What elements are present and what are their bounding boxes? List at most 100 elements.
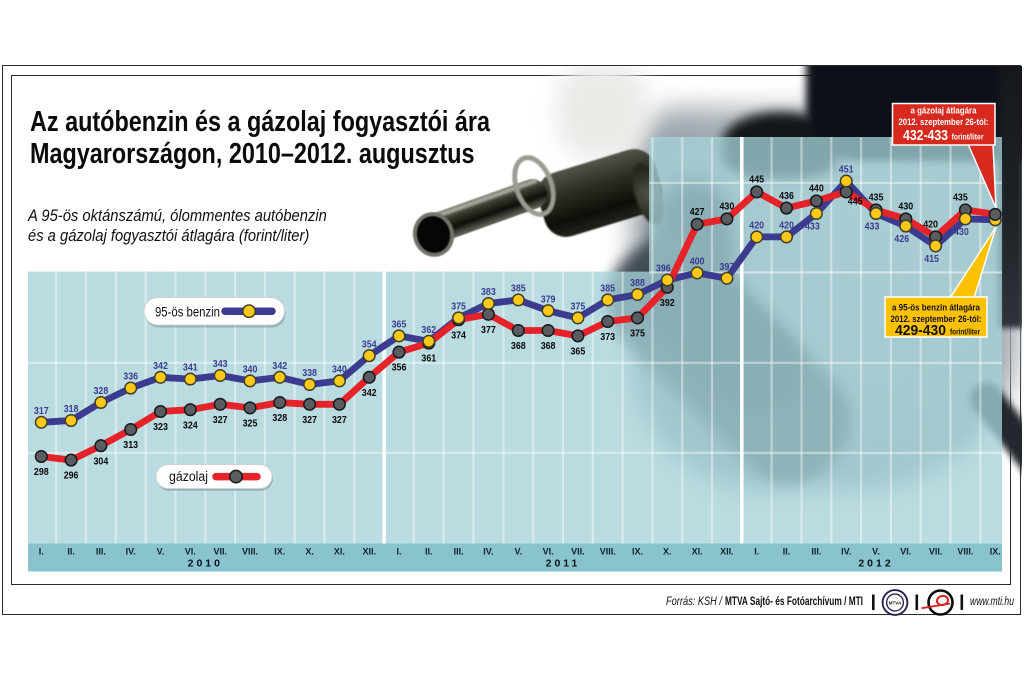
svg-text:304: 304	[94, 456, 109, 467]
svg-text:338: 338	[302, 368, 317, 379]
svg-text:342: 342	[362, 388, 377, 399]
svg-text:VI.: VI.	[900, 547, 911, 557]
svg-text:430: 430	[898, 202, 913, 213]
svg-text:IV.: IV.	[841, 547, 851, 557]
svg-text:361: 361	[421, 354, 436, 365]
svg-text:IX.: IX.	[274, 547, 285, 557]
svg-text:433: 433	[865, 222, 880, 233]
svg-text:385: 385	[511, 284, 526, 295]
svg-text:forint/liter: forint/liter	[950, 328, 980, 337]
svg-text:429-430: 429-430	[895, 323, 946, 339]
svg-text:III.: III.	[96, 547, 106, 557]
svg-text:420: 420	[749, 221, 764, 232]
svg-text:2010: 2010	[188, 558, 223, 570]
svg-text:323: 323	[153, 422, 168, 433]
svg-text:forint/liter: forint/liter	[952, 133, 984, 142]
svg-text:324: 324	[183, 420, 198, 431]
svg-text:VI.: VI.	[543, 547, 554, 557]
svg-text:397: 397	[720, 262, 735, 273]
svg-text:2011: 2011	[546, 558, 581, 570]
svg-text:www.mti.hu: www.mti.hu	[970, 594, 1014, 608]
svg-text:IX.: IX.	[632, 547, 643, 557]
svg-text:440: 440	[809, 184, 824, 195]
svg-text:420: 420	[923, 220, 938, 231]
svg-text:V.: V.	[514, 547, 522, 557]
svg-text:VII.: VII.	[213, 547, 227, 557]
svg-text:327: 327	[213, 415, 228, 426]
svg-text:415: 415	[924, 254, 939, 265]
svg-text:313: 313	[123, 440, 138, 451]
svg-text:XI.: XI.	[692, 547, 703, 557]
svg-text:VI.: VI.	[185, 547, 196, 557]
svg-text:2012. szeptember 26-tól:: 2012. szeptember 26-tól:	[899, 117, 989, 127]
svg-text:445: 445	[749, 175, 764, 186]
svg-text:375: 375	[571, 302, 586, 313]
svg-text:328: 328	[272, 413, 287, 424]
svg-text:IX.: IX.	[990, 547, 1001, 557]
svg-text:365: 365	[392, 320, 407, 331]
svg-text:435: 435	[869, 193, 884, 204]
svg-text:433: 433	[805, 222, 820, 233]
svg-text:95-ös benzin: 95-ös benzin	[155, 305, 220, 320]
svg-text:VIII.: VIII.	[600, 547, 616, 557]
svg-text:400: 400	[690, 257, 705, 268]
svg-text:a gázolaj átlagára: a gázolaj átlagára	[911, 106, 978, 116]
svg-text:VIII.: VIII.	[242, 547, 258, 557]
svg-text:327: 327	[302, 415, 317, 426]
svg-text:373: 373	[600, 332, 615, 343]
svg-text:MTVA: MTVA	[889, 600, 902, 605]
svg-text:II.: II.	[425, 547, 433, 557]
svg-text:430: 430	[954, 227, 969, 238]
svg-text:383: 383	[481, 287, 496, 298]
svg-text:MTVA Sajtó- és Fotóarchívum /: MTVA Sajtó- és Fotóarchívum / MTI	[725, 594, 863, 608]
svg-text:gázolaj: gázolaj	[169, 469, 208, 484]
svg-text:V.: V.	[157, 547, 165, 557]
svg-text:396: 396	[656, 264, 671, 275]
svg-text:435: 435	[953, 193, 968, 204]
svg-text:341: 341	[183, 363, 198, 374]
svg-text:V.: V.	[872, 547, 880, 557]
svg-text:392: 392	[660, 298, 675, 309]
svg-text:356: 356	[392, 363, 407, 374]
svg-text:420: 420	[779, 221, 794, 232]
svg-text:XII.: XII.	[362, 547, 376, 557]
svg-text:426: 426	[894, 234, 909, 245]
svg-text:IV.: IV.	[483, 547, 493, 557]
svg-text:XII.: XII.	[720, 547, 734, 557]
svg-text:432-433: 432-433	[903, 128, 948, 144]
svg-text:317: 317	[34, 406, 49, 417]
svg-text:a 95-ös benzin átlagára: a 95-ös benzin átlagára	[892, 303, 981, 313]
svg-text:377: 377	[481, 325, 496, 336]
svg-text:328: 328	[94, 386, 109, 397]
svg-text:340: 340	[332, 365, 347, 376]
svg-text:340: 340	[243, 365, 258, 376]
svg-text:445: 445	[848, 196, 863, 207]
svg-text:III.: III.	[811, 547, 821, 557]
svg-text:II.: II.	[67, 547, 75, 557]
svg-text:X.: X.	[663, 547, 672, 557]
svg-text:318: 318	[64, 404, 79, 415]
svg-text:336: 336	[123, 372, 138, 383]
svg-text:343: 343	[213, 359, 228, 370]
svg-text:I.: I.	[39, 547, 44, 557]
svg-text:379: 379	[541, 294, 556, 305]
svg-text:365: 365	[571, 347, 586, 358]
svg-text:368: 368	[541, 341, 556, 352]
svg-text:III.: III.	[454, 547, 464, 557]
svg-text:VIII.: VIII.	[957, 547, 973, 557]
svg-text:II.: II.	[783, 547, 791, 557]
svg-text:436: 436	[779, 191, 794, 202]
svg-text:296: 296	[64, 471, 79, 482]
svg-text:298: 298	[34, 467, 49, 478]
svg-text:2012. szeptember 26-tól:: 2012. szeptember 26-tól:	[891, 314, 982, 324]
svg-text:XI.: XI.	[334, 547, 345, 557]
svg-text:388: 388	[630, 278, 645, 289]
svg-text:327: 327	[332, 415, 347, 426]
svg-text:354: 354	[362, 339, 377, 350]
svg-text:427: 427	[690, 207, 705, 218]
svg-text:VII.: VII.	[929, 547, 943, 557]
svg-text:362: 362	[421, 325, 436, 336]
svg-text:342: 342	[153, 361, 168, 372]
svg-text:I.: I.	[396, 547, 401, 557]
svg-text:451: 451	[839, 165, 854, 176]
